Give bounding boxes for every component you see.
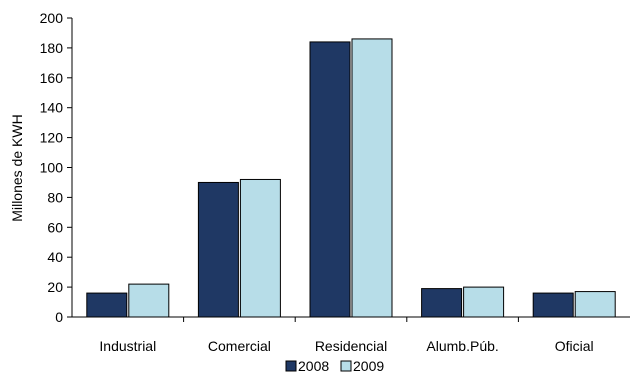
category-label: Residencial <box>315 338 387 354</box>
y-tick-label: 180 <box>40 40 64 56</box>
y-tick-label: 120 <box>40 130 64 146</box>
bar-2008-Comercial <box>197 181 239 318</box>
y-tick-label: 80 <box>47 189 63 205</box>
bar-2008-Alumb.Púb. <box>421 288 463 318</box>
y-tick-label: 100 <box>40 160 64 176</box>
category-labels: Industrial Comercial Residencial Alumb.Púb.… <box>99 317 594 354</box>
bar-2008-Oficial <box>532 292 574 318</box>
bar-2008-Residencial <box>309 41 351 318</box>
category-label: Alumb.Púb. <box>426 338 498 354</box>
y-tick-label: 20 <box>47 279 63 295</box>
y-axis-label: Millones de KWH <box>9 114 25 221</box>
legend-label-2009: 2009 <box>353 358 384 374</box>
y-tick-label: 160 <box>40 70 64 86</box>
bar-2009-Industrial <box>128 283 170 318</box>
legend-label-2008: 2008 <box>298 358 329 374</box>
bars <box>86 38 616 318</box>
bar-2009-Oficial <box>574 291 616 318</box>
legend-swatch-2009 <box>340 360 352 372</box>
y-axis-ticks: 0 20 40 60 80 100 120 140 160 180 200 <box>40 10 72 325</box>
y-tick-label: 40 <box>47 249 63 265</box>
bar-2009-Residencial <box>351 38 393 318</box>
bar-2008-Industrial <box>86 292 128 318</box>
y-tick-label: 0 <box>55 309 63 325</box>
category-label: Comercial <box>208 338 271 354</box>
bar-2009-Comercial <box>239 178 281 318</box>
legend: 2008 2009 <box>285 358 384 374</box>
category-label: Industrial <box>99 338 156 354</box>
y-tick-label: 60 <box>47 219 63 235</box>
y-tick-label: 140 <box>40 100 64 116</box>
bar-2009-Alumb.Púb. <box>463 286 505 318</box>
category-label: Oficial <box>555 338 594 354</box>
legend-swatch-2008 <box>285 360 297 372</box>
y-tick-label: 200 <box>40 10 64 26</box>
